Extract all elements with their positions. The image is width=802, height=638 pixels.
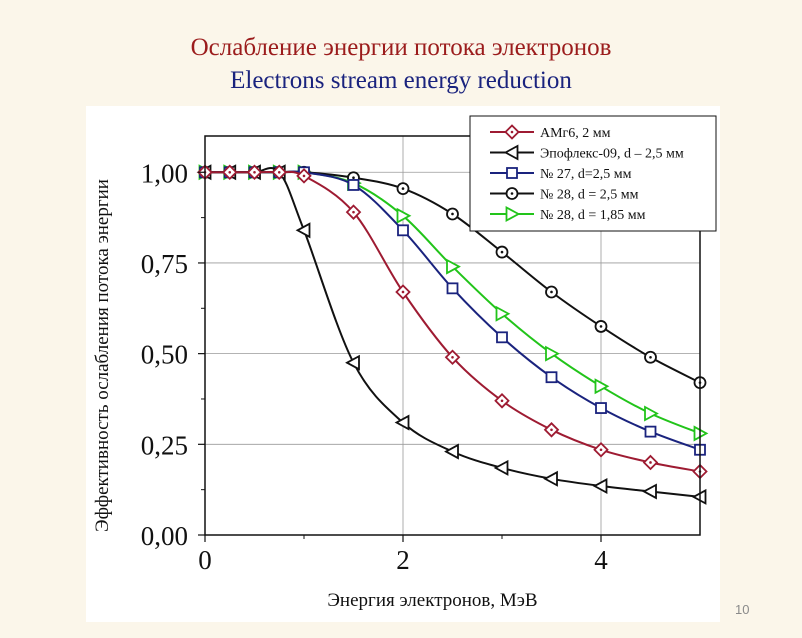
data-point xyxy=(503,144,519,161)
data-point xyxy=(296,168,312,184)
x-axis-label: Энергия электронов, МэВ xyxy=(327,590,537,611)
data-point xyxy=(495,305,511,322)
legend-label: Эпофлекс-09, d – 2,5 мм xyxy=(540,147,684,162)
y-tick-label: 0,00 xyxy=(141,521,188,551)
data-point xyxy=(505,187,519,200)
slide-title-russian: Ослабление энергии потока электронов xyxy=(190,34,612,61)
line-chart: 0,00 0,25 0,50 0,75 1,00 0 2 4 Эффективность ос… xyxy=(92,115,717,611)
axis-ticks: 0,00 0,25 0,50 0,75 1,00 0 2 4 xyxy=(141,158,609,575)
legend-item: АМг6, 2 мм xyxy=(490,124,611,141)
data-point xyxy=(446,207,459,221)
data-point xyxy=(493,459,509,476)
data-point xyxy=(271,164,288,181)
data-point xyxy=(495,245,509,259)
legend-item: Эпофлекс-09, d – 2,5 мм xyxy=(490,144,684,162)
data-point xyxy=(593,441,609,458)
data-point xyxy=(494,393,510,409)
data-point xyxy=(592,478,608,495)
x-tick-label: 2 xyxy=(396,545,410,575)
data-point xyxy=(642,454,659,471)
legend-item: № 28, d = 2,5 мм xyxy=(490,187,639,203)
data-point xyxy=(444,349,461,366)
data-point xyxy=(545,345,560,362)
y-axis-label: Эффективность ослабления потока энергии xyxy=(92,179,113,532)
data-point xyxy=(221,164,238,181)
data-point xyxy=(595,402,607,414)
data-point xyxy=(543,422,560,438)
y-tick-label: 1,00 xyxy=(141,158,188,188)
data-point xyxy=(345,354,360,371)
legend-item: № 28, d = 1,85 мм xyxy=(490,205,646,223)
slide-title-english: Electrons stream energy reduction xyxy=(230,67,572,94)
data-point xyxy=(446,282,459,295)
data-point xyxy=(446,258,461,275)
x-tick-label: 0 xyxy=(198,545,212,575)
chart-figure: 0,00 0,25 0,50 0,75 1,00 0 2 4 Эффективность ос… xyxy=(86,106,720,622)
y-tick-label: 0,25 xyxy=(141,430,188,460)
data-point xyxy=(496,331,508,344)
data-point xyxy=(594,378,610,395)
data-point xyxy=(295,222,311,239)
data-point xyxy=(545,371,558,384)
data-point xyxy=(246,164,263,181)
data-point xyxy=(397,224,409,237)
series-diamond-dot xyxy=(197,164,708,480)
legend-label: № 27, d=2,5 мм xyxy=(540,167,632,182)
data-point xyxy=(644,405,659,422)
data-point xyxy=(394,414,410,431)
data-point xyxy=(642,483,657,500)
legend-item: № 27, d=2,5 мм xyxy=(490,167,632,182)
data-point xyxy=(396,207,412,224)
data-point xyxy=(444,443,459,460)
legend-label: АМг6, 2 мм xyxy=(540,126,611,141)
data-point xyxy=(505,205,521,223)
y-tick-label: 0,50 xyxy=(141,340,188,370)
legend-label: № 28, d = 2,5 мм xyxy=(540,188,639,203)
data-point xyxy=(543,470,558,487)
data-point xyxy=(506,167,518,179)
data-point xyxy=(345,204,362,220)
y-tick-label: 0,75 xyxy=(141,249,188,279)
data-point xyxy=(545,285,558,299)
x-tick-label: 4 xyxy=(594,545,608,575)
data-point xyxy=(644,350,657,364)
data-point xyxy=(594,320,608,333)
data-point xyxy=(504,124,520,140)
legend-label: № 28, d = 1,85 мм xyxy=(540,208,646,223)
data-point xyxy=(395,284,411,300)
series-layer xyxy=(196,164,709,505)
data-point xyxy=(644,425,657,438)
data-point xyxy=(396,182,410,195)
data-point xyxy=(347,179,360,191)
plot-area-frame xyxy=(204,135,701,536)
legend: АМг6, 2 мм Эпофлекс-09, d – 2,5 мм № 27, d… xyxy=(469,115,717,232)
page-number: 10 xyxy=(735,602,750,617)
